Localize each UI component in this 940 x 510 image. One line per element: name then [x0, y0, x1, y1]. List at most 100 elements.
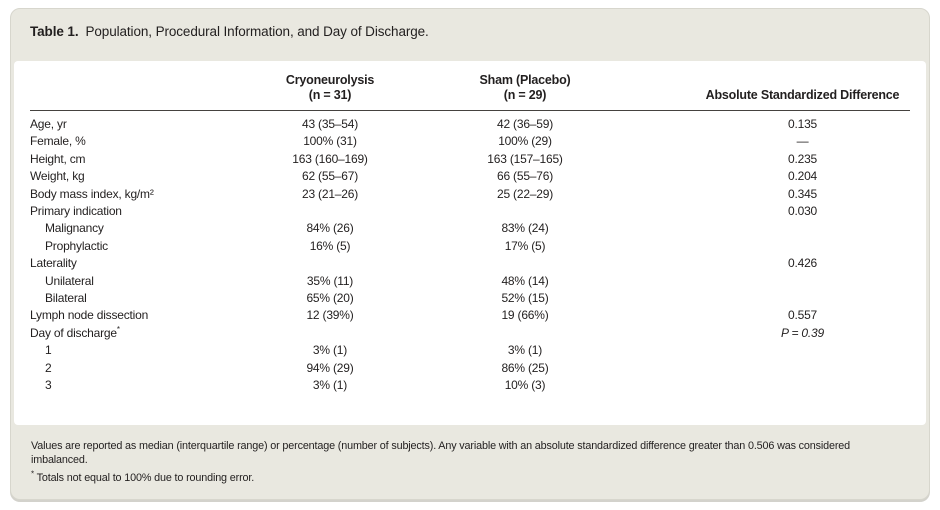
- table-caption: Population, Procedural Information, and …: [85, 24, 429, 39]
- asd-value: 0.235: [787, 151, 818, 166]
- sham-value: 48% (14): [501, 273, 549, 288]
- sham-value: 10% (3): [504, 378, 546, 393]
- column-header-asd: Absolute Standardized Difference: [705, 88, 900, 102]
- table-header-row: Cryoneurolysis (n = 31) Sham (Placebo) (…: [30, 73, 910, 110]
- cryoneurolysis-value: 84% (26): [306, 221, 354, 236]
- footnote-asterisk-symbol: *: [31, 469, 34, 479]
- table-row: Laterality 0.426: [30, 255, 910, 272]
- row-label: 1: [45, 343, 52, 358]
- cryoneurolysis-value: 16% (5): [309, 238, 351, 253]
- table-row: Prophylactic 16% (5) 17% (5): [30, 238, 910, 255]
- table-row: Height, cm 163 (160–169) 163 (157–165) 0.23…: [30, 151, 910, 168]
- table-panel: Cryoneurolysis (n = 31) Sham (Placebo) (…: [14, 61, 926, 425]
- row-label: Height, cm: [30, 151, 86, 166]
- sham-value: [420, 255, 630, 272]
- cryoneurolysis-value: 94% (29): [306, 360, 354, 375]
- cryoneurolysis-value: 100% (31): [303, 134, 357, 149]
- row-label: Bilateral: [45, 291, 87, 306]
- table-row: 3 3% (1) 10% (3): [30, 377, 910, 394]
- row-label: Malignancy: [45, 221, 104, 236]
- table-number: Table 1.: [30, 24, 79, 39]
- sham-value: 86% (25): [501, 360, 549, 375]
- asd-value: P = 0.39: [781, 325, 824, 340]
- column-header-cryoneurolysis-line2: (n = 31): [308, 88, 352, 102]
- row-label: 2: [45, 360, 52, 375]
- footnote-general: Values are reported as median (interquar…: [31, 440, 851, 466]
- table-row: 1 3% (1) 3% (1): [30, 342, 910, 359]
- header-rule: [30, 110, 910, 111]
- asd-value: [630, 273, 910, 290]
- asd-value: 0.426: [787, 256, 818, 271]
- cryoneurolysis-value: [240, 203, 420, 220]
- cryoneurolysis-value: 62 (55–67): [301, 169, 359, 184]
- asd-value: [630, 290, 910, 307]
- row-label: Laterality: [30, 256, 77, 271]
- row-label: Prophylactic: [45, 238, 108, 253]
- footnote-asterisk-text: Totals not equal to 100% due to rounding…: [36, 472, 255, 484]
- cryoneurolysis-value: 163 (160–169): [292, 151, 368, 166]
- asd-value: 0.030: [787, 204, 818, 219]
- sham-value: 83% (24): [501, 221, 549, 236]
- asd-value: [630, 377, 910, 394]
- asd-value: 0.135: [787, 117, 818, 131]
- sham-value: 25 (22–29): [496, 186, 554, 201]
- sham-value: 66 (55–76): [496, 169, 554, 184]
- row-label: 3: [45, 378, 52, 393]
- cryoneurolysis-value: 3% (1): [312, 378, 348, 393]
- table-row: Day of discharge* P = 0.39: [30, 325, 910, 342]
- asd-value: 0.345: [787, 186, 818, 201]
- cryoneurolysis-value: 3% (1): [312, 343, 348, 358]
- asd-value: 0.557: [787, 308, 818, 323]
- table-row: Weight, kg 62 (55–67) 66 (55–76) 0.204: [30, 168, 910, 185]
- column-header-cryoneurolysis-line1: Cryoneurolysis: [285, 73, 375, 87]
- cryoneurolysis-value: 65% (20): [306, 291, 354, 306]
- asd-value: [630, 360, 910, 377]
- asd-value: [630, 220, 910, 237]
- row-label-asterisk: *: [116, 324, 120, 334]
- row-label: Day of discharge*: [30, 324, 120, 340]
- row-label: Lymph node dissection: [30, 308, 149, 323]
- cryoneurolysis-value: [240, 255, 420, 272]
- cryoneurolysis-value: 23 (21–26): [301, 186, 359, 201]
- table-row: 2 94% (29) 86% (25): [30, 360, 910, 377]
- cryoneurolysis-value: 12 (39%): [306, 308, 354, 323]
- asd-value: —: [796, 134, 809, 149]
- table-row: Malignancy 84% (26) 83% (24): [30, 220, 910, 237]
- row-label: Unilateral: [45, 273, 94, 288]
- sham-value: 100% (29): [498, 134, 552, 149]
- sham-value: 3% (1): [507, 343, 543, 358]
- footnote-asterisk: * Totals not equal to 100% due to roundi…: [31, 469, 909, 485]
- row-label: Body mass index, kg/m²: [30, 186, 154, 201]
- table-row: Age, yr 43 (35–54) 42 (36–59) 0.135: [30, 116, 910, 133]
- sham-value: [420, 203, 630, 220]
- table-footnotes: Values are reported as median (interquar…: [11, 439, 929, 485]
- cryoneurolysis-value: 35% (11): [306, 273, 354, 288]
- asd-value: [630, 342, 910, 359]
- sham-value: 163 (157–165): [487, 151, 563, 166]
- cryoneurolysis-value: [240, 325, 420, 342]
- table-body: Age, yr 43 (35–54) 42 (36–59) 0.135 Female, …: [30, 116, 910, 395]
- sham-value: 17% (5): [504, 238, 546, 253]
- column-header-sham-line1: Sham (Placebo): [479, 73, 571, 87]
- table-row: Unilateral 35% (11) 48% (14): [30, 273, 910, 290]
- table-row: Body mass index, kg/m² 23 (21–26) 25 (22–2…: [30, 186, 910, 203]
- table-row: Female, % 100% (31) 100% (29) —: [30, 133, 910, 150]
- sham-value: 52% (15): [501, 291, 549, 306]
- row-label: Weight, kg: [30, 169, 85, 184]
- sham-value: 19 (66%): [501, 308, 549, 323]
- table-row: Primary indication 0.030: [30, 203, 910, 220]
- table-row: Bilateral 65% (20) 52% (15): [30, 290, 910, 307]
- table-row: Lymph node dissection 12 (39%) 19 (66%) 0.5…: [30, 307, 910, 324]
- column-header-sham-line2: (n = 29): [503, 88, 547, 102]
- sham-value: 42 (36–59): [496, 117, 554, 131]
- row-label: Female, %: [30, 134, 86, 149]
- table-card: Table 1. Population, Procedural Informati…: [10, 8, 930, 500]
- asd-value: 0.204: [787, 169, 818, 184]
- cryoneurolysis-value: 43 (35–54): [301, 117, 359, 131]
- row-label: Primary indication: [30, 204, 122, 219]
- table-title: Table 1. Population, Procedural Informati…: [11, 9, 929, 39]
- column-header-sham: Sham (Placebo) (n = 29): [420, 73, 630, 103]
- asd-value: [630, 238, 910, 255]
- sham-value: [420, 325, 630, 342]
- row-label: Age, yr: [30, 117, 67, 131]
